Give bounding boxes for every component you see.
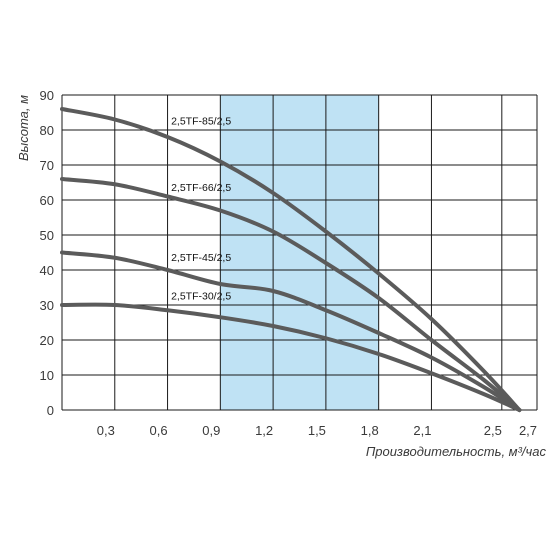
y-tick-label: 30: [40, 298, 54, 313]
y-axis-title: Высота, м: [16, 95, 31, 161]
series-label: 2,5TF-85/2,5: [171, 116, 231, 128]
curves-layer: [60, 107, 522, 412]
x-axis-title: Производительность, м³/час: [366, 444, 547, 459]
x-tick-label: 2,5: [484, 423, 502, 438]
series-label: 2,5TF-45/2,5: [171, 252, 231, 264]
x-tick-label: 2,1: [413, 423, 431, 438]
y-tick-label: 60: [40, 193, 54, 208]
performance-curve: [60, 107, 522, 412]
x-tick-label: 0,3: [97, 423, 115, 438]
x-tick-label: 1,5: [308, 423, 326, 438]
x-tick-label: 0,6: [150, 423, 168, 438]
tick-labels-layer: 0 10 20 30 40 50 60 70 80 90 0,3 0,6 0,9 1,2 1,5 1,8 2,1…: [40, 88, 538, 438]
grid-layer: [61, 94, 538, 411]
performance-curve: [60, 177, 522, 412]
performance-curve: [60, 302, 522, 412]
y-tick-label: 90: [40, 88, 54, 103]
y-tick-label: 50: [40, 228, 54, 243]
y-tick-label: 40: [40, 263, 54, 278]
y-tick-label: 0: [47, 403, 54, 418]
x-tick-label: 0,9: [202, 423, 220, 438]
y-tick-label: 80: [40, 123, 54, 138]
series-label: 2,5TF-30/2,5: [171, 291, 231, 303]
performance-curve: [60, 250, 522, 412]
y-tick-label: 70: [40, 158, 54, 173]
x-tick-label: 1,8: [361, 423, 379, 438]
x-tick-label: 1,2: [255, 423, 273, 438]
series-labels-layer: 2,5TF-85/2,5 2,5TF-66/2,5 2,5TF-45/2,5 2,5T…: [171, 116, 231, 303]
y-tick-label: 10: [40, 368, 54, 383]
x-tick-label: 2,7: [519, 423, 537, 438]
y-tick-label: 20: [40, 333, 54, 348]
series-label: 2,5TF-66/2,5: [171, 182, 231, 194]
